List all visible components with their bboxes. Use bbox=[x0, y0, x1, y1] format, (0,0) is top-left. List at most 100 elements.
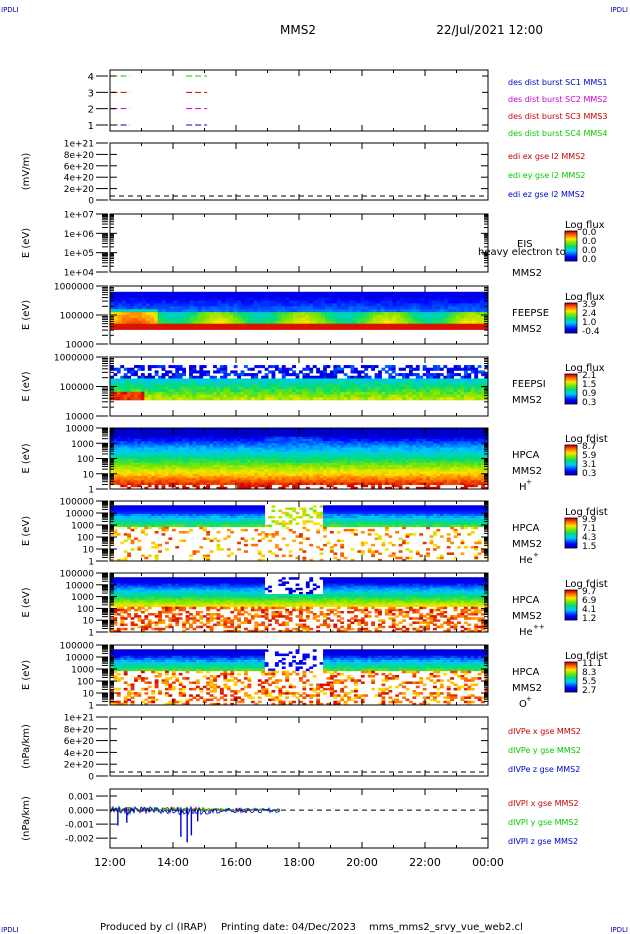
spectro-cell bbox=[113, 389, 118, 393]
spectro-cell bbox=[468, 291, 473, 296]
spectro-cell bbox=[261, 326, 266, 330]
spectro-cell bbox=[130, 456, 135, 459]
spectro-cell bbox=[350, 471, 355, 475]
spectro-cell bbox=[261, 381, 266, 385]
spectro-cell bbox=[265, 317, 270, 322]
spectro-cell bbox=[350, 456, 355, 459]
spectro-cell bbox=[178, 375, 183, 379]
spectro-cell bbox=[412, 434, 417, 438]
spectro-cell bbox=[189, 297, 194, 301]
spectro-cell bbox=[202, 449, 207, 453]
spectro-cell bbox=[381, 381, 386, 385]
spectro-cell bbox=[233, 434, 238, 438]
colorbar-gradient bbox=[565, 327, 577, 329]
spectro-cell bbox=[357, 430, 362, 433]
spectro-cell bbox=[408, 438, 413, 442]
spectro-cell bbox=[127, 383, 132, 387]
spectro-cell bbox=[343, 394, 348, 398]
spectro-cell bbox=[113, 315, 119, 319]
spectro-cell bbox=[250, 484, 255, 488]
spectro-cell bbox=[182, 469, 186, 472]
spectro-cell bbox=[281, 394, 286, 398]
spectro-cell bbox=[371, 480, 375, 483]
spectro-cell bbox=[113, 449, 118, 453]
spectro-cell bbox=[244, 451, 248, 455]
spectro-cell bbox=[230, 438, 235, 442]
spectro-cell bbox=[374, 375, 379, 379]
colorbar-gradient bbox=[565, 393, 577, 395]
spectro-cell bbox=[439, 381, 444, 385]
spectro-cell bbox=[295, 460, 300, 464]
spectro-cell bbox=[244, 441, 248, 444]
spectro-cell bbox=[110, 451, 114, 455]
spectro-cell bbox=[233, 456, 238, 459]
spectro-cell bbox=[261, 315, 266, 319]
spectro-cell bbox=[247, 378, 252, 382]
spectro-cell bbox=[206, 469, 211, 472]
spectro-cell bbox=[144, 467, 149, 470]
spectro-cell bbox=[288, 480, 293, 483]
spectro-cell bbox=[357, 438, 362, 442]
spectro-cell bbox=[364, 294, 370, 298]
spectro-cell bbox=[209, 306, 214, 310]
spectro-cell bbox=[398, 480, 403, 483]
spectro-cell bbox=[134, 484, 138, 488]
spectro-cell bbox=[356, 306, 362, 310]
spectro-cell bbox=[123, 391, 128, 395]
spectro-cell bbox=[476, 317, 481, 322]
spectro-cell bbox=[419, 436, 424, 440]
spectro-cell bbox=[216, 383, 221, 387]
spectro-cell bbox=[460, 375, 465, 379]
spectro-cell bbox=[326, 467, 331, 470]
spectro-cell bbox=[353, 381, 358, 385]
spectro-cell bbox=[223, 365, 228, 369]
spectro-cell bbox=[316, 315, 322, 319]
spectro-cell bbox=[206, 373, 211, 377]
spectro-cell bbox=[161, 378, 166, 382]
spectro-cell bbox=[147, 467, 152, 470]
spectro-cell bbox=[309, 480, 314, 483]
spectro-cell bbox=[452, 294, 457, 298]
spectro-cell bbox=[199, 480, 204, 483]
spectro-cell bbox=[192, 478, 197, 481]
spectro-cell bbox=[247, 473, 252, 477]
spectro-cell bbox=[268, 438, 272, 442]
spectro-cell bbox=[333, 471, 338, 475]
spectro-cell bbox=[110, 471, 114, 475]
spectro-cell bbox=[169, 317, 175, 322]
spectro-cell bbox=[328, 312, 334, 316]
spectro-cell bbox=[367, 378, 372, 382]
spectro-cell bbox=[233, 467, 238, 470]
spectro-cell bbox=[254, 467, 259, 470]
spectro-cell bbox=[216, 389, 221, 393]
spectro-cell bbox=[237, 475, 241, 479]
spectro-cell bbox=[444, 320, 449, 325]
spectro-cell bbox=[452, 300, 457, 304]
spectro-cell bbox=[164, 473, 169, 477]
colorbar-gradient bbox=[565, 321, 577, 323]
spectro-cell bbox=[429, 394, 434, 398]
spectro-cell bbox=[384, 323, 389, 327]
spectro-cell bbox=[319, 475, 324, 479]
spectro-cell bbox=[402, 381, 406, 385]
spectro-cell bbox=[149, 317, 155, 322]
spectro-cell bbox=[381, 473, 386, 477]
spectro-cell bbox=[426, 434, 430, 438]
spectro-cell bbox=[391, 449, 396, 453]
spectro-cell bbox=[289, 291, 294, 296]
spectro-cell bbox=[158, 467, 162, 470]
spectro-cell bbox=[295, 486, 300, 490]
spectro-cell bbox=[171, 365, 176, 369]
spectro-cell bbox=[127, 386, 132, 390]
spectro-cell bbox=[257, 460, 262, 464]
spectro-cell bbox=[230, 386, 235, 390]
spectro-cell bbox=[285, 449, 290, 453]
spectro-cell bbox=[247, 441, 252, 444]
spectro-cell bbox=[269, 315, 274, 319]
spectro-cell bbox=[439, 389, 444, 393]
colorbar-gradient bbox=[565, 378, 577, 380]
spectro-cell bbox=[285, 394, 290, 398]
spectro-cell bbox=[480, 320, 485, 325]
spectro-cell bbox=[121, 297, 127, 301]
spectro-cell bbox=[274, 365, 279, 369]
